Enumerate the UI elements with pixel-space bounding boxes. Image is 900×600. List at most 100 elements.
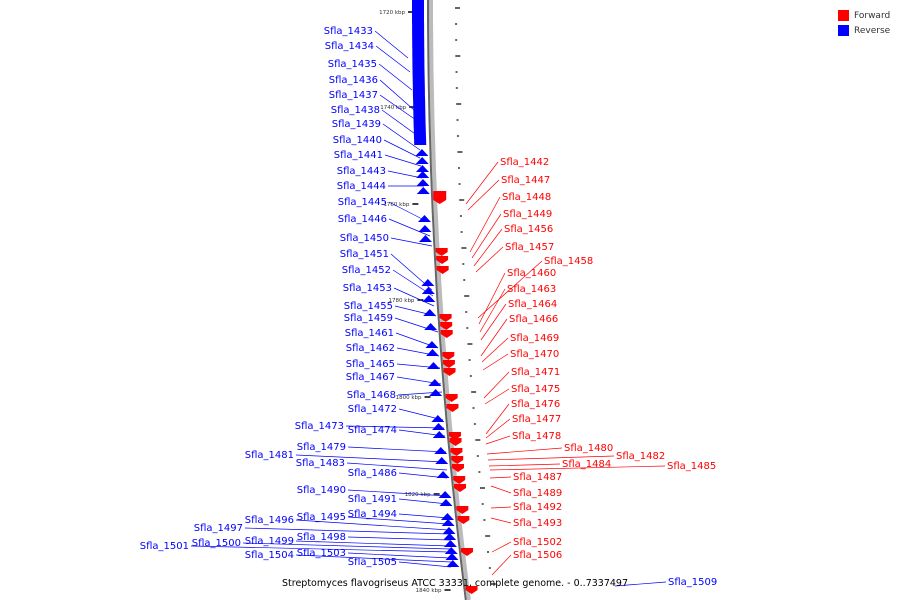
forward-gene-label: Sfla_1485 — [667, 461, 716, 472]
ruler-label: 1800 kbp — [396, 395, 422, 401]
forward-gene-label: Sfla_1506 — [513, 550, 562, 561]
reverse-gene-label: Sfla_1443 — [337, 166, 386, 177]
reverse-label-leader — [295, 540, 451, 547]
reverse-gene-arrow — [416, 171, 430, 178]
reverse-gene-arrow — [444, 547, 458, 554]
forward-label-leader — [490, 485, 512, 494]
reverse-gene-arrow — [416, 187, 430, 194]
reverse-gene-label: Sfla_1440 — [333, 135, 382, 146]
reverse-gene-arrow — [416, 179, 430, 186]
reverse-label-leader — [347, 516, 450, 525]
forward-label-leader — [480, 318, 508, 357]
gene-features — [412, 0, 478, 594]
reverse-gene-label: Sfla_1446 — [338, 214, 387, 225]
forward-gene-label: Sfla_1489 — [513, 488, 562, 499]
reverse-label-leader — [347, 552, 451, 559]
forward-gene-arrow — [454, 484, 467, 492]
reverse-label-leader — [398, 429, 446, 437]
reverse-gene-arrow — [432, 431, 446, 438]
forward-gene-label: Sfla_1482 — [616, 451, 665, 462]
reverse-gene-label: Sfla_1459 — [344, 313, 393, 324]
forward-gene-label: Sfla_1502 — [513, 537, 562, 548]
reverse-label-leader — [190, 545, 451, 553]
legend-reverse-label: Reverse — [854, 25, 891, 36]
ruler-label: 1760 kbp — [383, 202, 409, 208]
reverse-gene-label: Sfla_1438 — [331, 105, 380, 116]
reverse-gene-label: Sfla_1474 — [348, 425, 397, 436]
reverse-gene-label: Sfla_1504 — [245, 550, 294, 561]
forward-gene-label: Sfla_1477 — [512, 414, 561, 425]
forward-label-leader — [477, 260, 543, 319]
forward-label-leader — [489, 476, 512, 479]
reverse-gene-arrow — [443, 540, 457, 547]
reverse-label-leader — [388, 218, 431, 237]
reverse-gene-label: Sfla_1490 — [297, 485, 346, 496]
reverse-gene-arrow — [445, 553, 459, 560]
genome-backbone — [427, 0, 471, 600]
reverse-gene-label: Sfla_1499 — [245, 536, 294, 547]
reverse-gene-arrow — [432, 423, 446, 430]
reverse-gene-arrow — [418, 235, 432, 242]
backbone-line — [427, 0, 467, 600]
reverse-gene-arrow — [435, 457, 449, 464]
reverse-gene-label: Sfla_1444 — [337, 181, 386, 192]
reverse-gene-arrow — [439, 499, 453, 506]
reverse-label-leader — [295, 554, 452, 563]
reverse-gene-label: Sfla_1505 — [348, 557, 397, 568]
reverse-swatch — [838, 25, 849, 36]
genome-caption: Streptomyces flavogriseus ATCC 33331, co… — [282, 578, 629, 589]
forward-label-leader — [491, 554, 512, 576]
forward-gene-label: Sfla_1466 — [509, 314, 558, 325]
reverse-label-leader — [396, 363, 441, 369]
reverse-gene-label: Sfla_1441 — [334, 150, 383, 161]
forward-swatch — [838, 10, 849, 21]
forward-label-leader — [485, 403, 510, 435]
reverse-gene-label: Sfla_1434 — [325, 41, 374, 52]
reverse-gene-label: Sfla_1481 — [245, 450, 294, 461]
forward-gene-label: Sfla_1463 — [507, 284, 556, 295]
forward-label-leader — [485, 435, 511, 445]
ruler-label: 1820 kbp — [405, 492, 431, 498]
forward-label-leader — [487, 455, 615, 461]
reverse-label-leader — [393, 287, 435, 307]
reverse-gene-label: Sfla_1467 — [346, 372, 395, 383]
reverse-label-leader — [394, 317, 439, 333]
forward-label-leader — [480, 303, 507, 341]
reverse-label-leader — [379, 94, 417, 121]
reverse-label-leader — [398, 513, 450, 519]
reverse-gene-label: Sfla_1491 — [348, 494, 397, 505]
reverse-gene-arrow — [415, 149, 429, 156]
forward-gene-arrow — [436, 256, 449, 264]
reverse-gene-label: Sfla_1435 — [328, 59, 377, 70]
forward-gene-arrow — [453, 476, 466, 484]
backbone-shadow — [429, 0, 471, 600]
reverse-gene-label: Sfla_1503 — [297, 548, 346, 559]
reverse-label-leader — [347, 489, 449, 497]
forward-gene-arrow — [456, 506, 469, 514]
forward-gene-label: Sfla_1478 — [512, 431, 561, 442]
reverse-gene-label: Sfla_1498 — [297, 532, 346, 543]
forward-gene-arrow — [442, 360, 455, 368]
reverse-gene-label: Sfla_1445 — [338, 197, 387, 208]
forward-gene-label: Sfla_1447 — [501, 175, 550, 186]
forward-gene-arrow — [451, 456, 464, 464]
forward-label-leader — [490, 517, 512, 524]
ruler: 1720 kbp 1740 kbp 1760 kbp 1780 kbp 1800 kbp… — [379, 7, 496, 594]
forward-gene-label: Sfla_1470 — [510, 349, 559, 360]
reverse-gene-arrow — [441, 519, 455, 526]
forward-label-leader — [485, 418, 511, 439]
reverse-gene-label: Sfla_1479 — [297, 442, 346, 453]
forward-gene-arrow — [451, 464, 464, 472]
reverse-label-leader — [378, 63, 413, 91]
reverse-label-leader — [381, 109, 419, 137]
forward-gene-label: Sfla_1480 — [564, 443, 613, 454]
reverse-gene-arrow — [428, 379, 442, 386]
reverse-gene-arrow — [442, 527, 456, 534]
forward-gene-arrow — [449, 438, 462, 446]
reverse-label-leader — [396, 347, 440, 357]
reverse-gene-label: Sfla_1500 — [192, 538, 241, 549]
forward-gene-label: Sfla_1476 — [511, 399, 560, 410]
forward-gene-label: Sfla_1487 — [513, 472, 562, 483]
reverse-label-leader — [295, 454, 447, 463]
forward-label-leader — [467, 179, 500, 211]
